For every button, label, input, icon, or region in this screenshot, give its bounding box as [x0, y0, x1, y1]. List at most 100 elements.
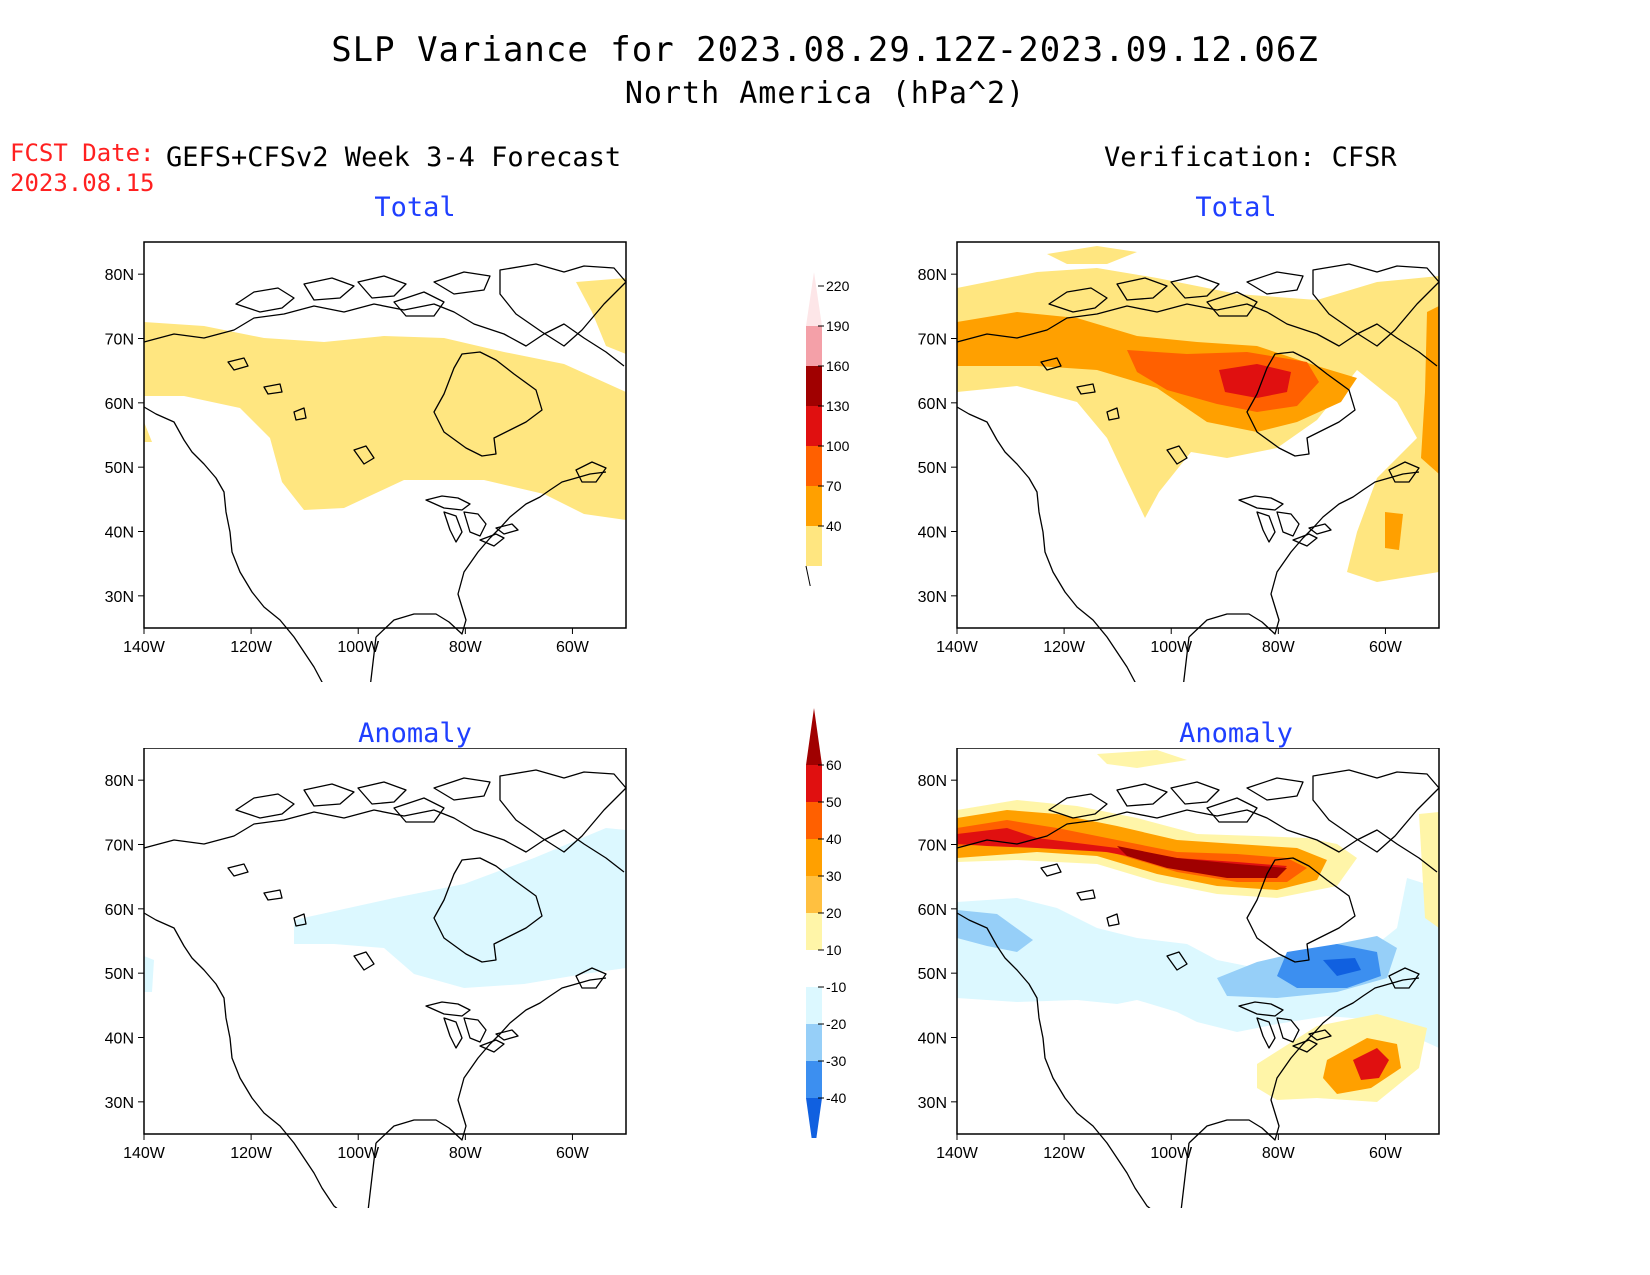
lon-tick-label: 120W	[230, 639, 273, 656]
shade-atlantic-50-60	[1353, 1048, 1389, 1080]
shade-east-70-100	[1421, 306, 1439, 474]
lon-tick-label: 140W	[123, 1145, 166, 1162]
lon-tick-label: 60W	[1369, 1145, 1403, 1162]
colorbar-swatch	[806, 366, 822, 406]
lon-tick-label: 140W	[123, 639, 166, 656]
colorbar-swatch	[806, 486, 822, 526]
lat-tick-label: 40N	[105, 525, 134, 542]
colorbar-label: 10	[826, 942, 842, 958]
lat-tick-label: 80N	[105, 267, 134, 284]
lon-tick-label: 100W	[337, 639, 380, 656]
colorbar-label: 40	[826, 518, 842, 534]
lat-tick-label: 30N	[918, 1095, 947, 1112]
lat-tick-label: 80N	[918, 773, 947, 790]
map-verification-anomaly: 80N 70N 60N 50N 40N 30N 140W 120W 100W 80W 60W	[918, 748, 1440, 1208]
colorbar-label: -10	[826, 979, 846, 995]
colorbar-swatch	[806, 839, 822, 876]
lat-tick-label: 50N	[105, 966, 134, 983]
colorbar-label: 220	[826, 278, 850, 294]
lat-tick-label: 80N	[918, 267, 947, 284]
colorbar-swatch	[806, 876, 822, 913]
lon-tick-label: 120W	[230, 1145, 273, 1162]
shade-edge-minus20-minus10	[144, 956, 154, 992]
colorbar-total: 40 70 100 130 160 190 220	[805, 272, 850, 586]
colorbar-swatch	[806, 987, 822, 1024]
lon-tick-label: 100W	[337, 1145, 380, 1162]
colorbar-swatch	[806, 272, 822, 326]
main-subtitle: North America (hPa^2)	[624, 76, 1026, 111]
lon-tick-label: 140W	[936, 639, 979, 656]
colorbar-label: 50	[826, 794, 842, 810]
colorbar-swatch	[806, 708, 822, 765]
lon-tick-label: 60W	[556, 1145, 590, 1162]
lat-tick-label: 40N	[105, 1031, 134, 1048]
forecast-date: FCST Date: 2023.08.15	[10, 138, 155, 198]
map-forecast-anomaly: 80N 70N 60N 50N 40N 30N 140W 120W 100W 80W 60W	[105, 748, 627, 1208]
colorbar-swatch	[806, 1024, 822, 1061]
shade-band-40-70	[144, 322, 626, 520]
colorbar-label: 100	[826, 438, 850, 454]
colorbar-label: 160	[826, 358, 850, 374]
lat-tick-label: 50N	[918, 460, 947, 477]
shade-northeast-40-70	[576, 278, 626, 354]
plot-frame	[956, 748, 1440, 1135]
lon-tick-label: 80W	[1262, 639, 1296, 656]
forecast-date-value: 2023.08.15	[10, 169, 155, 197]
lat-tick-label: 50N	[918, 966, 947, 983]
shade-minus20-minus10	[957, 878, 1439, 1048]
lon-tick-label: 60W	[1369, 639, 1403, 656]
verification-column-heading: Verification: CFSR	[1104, 142, 1397, 173]
lat-tick-label: 30N	[105, 589, 134, 606]
colorbar-label: 60	[826, 757, 842, 773]
panel-title-forecast-total: Total	[374, 192, 456, 223]
colorbar-swatch	[806, 802, 822, 839]
shade-above-60	[1117, 846, 1287, 878]
colorbar-label: 40	[826, 831, 842, 847]
colorbar-swatch	[806, 1061, 822, 1098]
main-title: SLP Variance for 2023.08.29.12Z-2023.09.…	[331, 30, 1319, 70]
shade-minus20-minus10	[294, 828, 626, 988]
colorbar-swatch	[806, 406, 822, 446]
lon-tick-label: 80W	[1262, 1145, 1296, 1162]
colorbar-swatch	[806, 326, 822, 366]
colorbar-anomaly: -40 -30 -20 -10 10 20 30 40 50 60	[806, 708, 846, 1138]
colorbar-swatch	[806, 950, 822, 987]
panel-title-forecast-anomaly: Anomaly	[358, 718, 472, 749]
map-verification-total: 80N 70N 60N 50N 40N 30N 140W 120W 100W 80W 60W	[918, 241, 1440, 682]
shade-below-minus40	[1323, 958, 1361, 976]
plot-frame	[143, 241, 627, 629]
shade-minus30-minus20-west	[957, 910, 1033, 952]
shade-east-10-20	[1419, 812, 1439, 928]
lat-tick-label: 40N	[918, 1031, 947, 1048]
colorbar-swatch	[806, 446, 822, 486]
lat-tick-label: 60N	[105, 902, 134, 919]
lat-tick-label: 60N	[918, 902, 947, 919]
colorbar-tail	[805, 565, 811, 586]
forecast-date-label: FCST Date:	[10, 139, 155, 167]
colorbar-label: 130	[826, 398, 850, 414]
map-forecast-total: 80N 70N 60N 50N 40N 30N 140W 120W 100W 80W 60W	[105, 241, 627, 682]
lon-tick-label: 120W	[1043, 639, 1086, 656]
lon-tick-label: 60W	[556, 639, 590, 656]
lon-tick-label: 80W	[449, 1145, 483, 1162]
forecast-column-heading: GEFS+CFSv2 Week 3-4 Forecast	[166, 142, 622, 173]
lat-tick-label: 60N	[105, 396, 134, 413]
lat-tick-label: 70N	[918, 838, 947, 855]
panel-title-verification-anomaly: Anomaly	[1179, 718, 1293, 749]
lon-tick-label: 120W	[1043, 1145, 1086, 1162]
colorbar-label: -30	[826, 1053, 846, 1069]
lon-tick-label: 100W	[1150, 1145, 1193, 1162]
lat-tick-label: 40N	[918, 525, 947, 542]
lon-tick-label: 80W	[449, 639, 483, 656]
lat-tick-label: 70N	[918, 332, 947, 349]
plot-frame	[143, 748, 627, 1135]
lon-tick-label: 100W	[1150, 639, 1193, 656]
lat-tick-label: 70N	[105, 838, 134, 855]
lat-tick-label: 30N	[105, 1095, 134, 1112]
shade-arctic-40-70	[1047, 246, 1137, 264]
lon-tick-label: 140W	[936, 1145, 979, 1162]
colorbar-swatch	[806, 1098, 822, 1138]
colorbar-label: 30	[826, 868, 842, 884]
shade-arctic-10-20	[1097, 750, 1187, 768]
shade-130-160	[1219, 364, 1291, 398]
